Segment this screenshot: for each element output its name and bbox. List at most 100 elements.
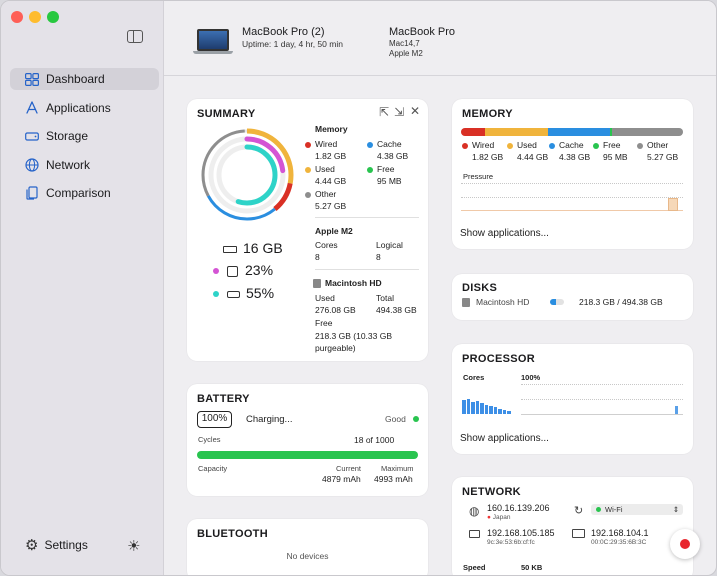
bluetooth-empty-text: No devices (286, 551, 329, 561)
memory-bar-segment-other (611, 128, 683, 136)
speed-label: Speed (463, 563, 486, 572)
interface-select[interactable]: Wi-Fi ⇕ (591, 504, 683, 515)
core-load-bar (498, 409, 502, 414)
record-button[interactable] (670, 529, 700, 559)
location-pin-icon: ● (487, 514, 491, 521)
memory-legend-value: 5.27 GB (647, 152, 679, 162)
usage-chart-label: 100% (521, 373, 541, 382)
memory-legend-label: Other (647, 140, 669, 150)
battery-health: Good (385, 414, 406, 424)
sidebar-item-label: Storage (46, 129, 89, 143)
memory-legend-other: Other (637, 140, 668, 150)
network-globe-icon (24, 157, 40, 172)
core-load-bar (484, 405, 488, 414)
network-card: NETWORK ◍ 160.16.139.206 ● Japan ↻ Wi-Fi… (452, 477, 693, 575)
sidebar-item-label: Network (46, 157, 91, 172)
disk-used-label: Used (315, 293, 335, 303)
sidebar-item-dashboard[interactable]: Dashboard (10, 68, 159, 90)
laptop-icon (193, 29, 233, 55)
processor-card: PROCESSOR Cores 100% Show applications..… (452, 344, 693, 454)
health-status-dot (413, 416, 419, 422)
model-name: MacBook Pro (389, 26, 456, 38)
wired-dot (305, 141, 311, 148)
current-value: 4879 mAh (322, 474, 361, 484)
settings-button[interactable]: ⚙ Settings (25, 536, 88, 554)
minimize-window-button[interactable] (29, 11, 41, 23)
bluetooth-card: BLUETOOTH No devices (187, 519, 428, 575)
cache-dot (367, 141, 373, 148)
collapse-icon[interactable]: ⇱ (379, 105, 390, 119)
cpu-chip-icon (227, 265, 238, 277)
legend-other-value: 5.27 GB (315, 201, 347, 211)
sidebar-toggle-icon[interactable] (127, 30, 143, 43)
legend-cache-label: Cache (377, 139, 402, 149)
gear-icon: ⚙ (25, 536, 39, 554)
disk-name-row: Macintosh HD (462, 297, 529, 308)
battery-icon: 100% (197, 411, 232, 428)
disks-title: DISKS (462, 282, 498, 294)
legend-free-label: Free (377, 164, 395, 174)
expand-icon[interactable]: ⇲ (394, 105, 405, 119)
refresh-icon[interactable]: ↻ (574, 504, 584, 517)
legend-cache: Cache (367, 139, 402, 149)
disks-card: DISKS Macintosh HD 218.3 GB / 494.38 GB (452, 274, 693, 320)
cores-value: 8 (315, 252, 320, 262)
memory-bar-segment-free (609, 128, 612, 136)
disk-percent-row: 55% (213, 285, 274, 301)
disk-free-value: 218.3 GB (10.33 GB purgeable) (315, 331, 393, 353)
network-title: NETWORK (462, 486, 521, 498)
hard-drive-icon (313, 279, 321, 289)
memory-legend-free: Free (593, 140, 620, 150)
battery-card: BATTERY 100% Charging... Good Cycles 18 … (187, 384, 428, 496)
memory-bar-segment-used (485, 128, 548, 136)
ring-cpu (208, 136, 286, 214)
core-load-bar (475, 401, 479, 414)
legend-wired-label: Wired (315, 139, 338, 149)
memory-show-applications-link[interactable]: Show applications... (460, 228, 549, 239)
legend-wired: Wired (305, 139, 337, 149)
core-load-bar (489, 406, 493, 414)
theme-toggle-icon[interactable]: ☀ (127, 537, 141, 555)
disk-heading-row: Macintosh HD (313, 278, 382, 289)
battery-charge-fill (197, 451, 418, 459)
sidebar-item-storage[interactable]: Storage (10, 125, 159, 147)
ram-total: 16 GB (243, 240, 283, 256)
free-dot (593, 142, 599, 149)
sidebar-item-applications[interactable]: Applications (10, 97, 159, 119)
current-label: Current (336, 464, 362, 473)
globe-icon: ◍ (469, 504, 480, 518)
sidebar-item-comparison[interactable]: Comparison (10, 182, 159, 204)
processor-show-applications-link[interactable]: Show applications... (460, 433, 549, 444)
bluetooth-title: BLUETOOTH (197, 528, 268, 540)
pressure-gridline (461, 183, 683, 184)
chevron-updown-icon: ⇕ (672, 505, 679, 514)
other-dot (637, 142, 643, 149)
connected-dot (596, 507, 601, 512)
cores-label: Cores (315, 240, 338, 250)
close-icon[interactable]: ✕ (410, 104, 421, 118)
cycles-value: 18 of 1000 (354, 435, 395, 445)
cpu-percent-row: 23% (213, 262, 273, 278)
memory-heading: Memory (315, 124, 348, 134)
legend-other: Other (305, 189, 336, 199)
interface-name: Wi-Fi (605, 505, 623, 514)
sidebar-nav: Dashboard Applications Storage Network (10, 68, 159, 211)
cores-chart-label: Cores (463, 373, 485, 382)
summary-card: SUMMARY ⇱ ⇲ ✕ 16 GB 23% 55% Memory Wired… (187, 99, 428, 361)
core-load-bars (462, 394, 514, 414)
core-load-bar (466, 399, 470, 414)
memory-legend-value: 4.38 GB (559, 152, 591, 162)
battery-percent: 100% (201, 413, 228, 424)
cache-dot (549, 142, 555, 149)
sidebar-item-network[interactable]: Network (10, 154, 159, 176)
pressure-baseline (461, 210, 683, 211)
disk-drive-icon (227, 290, 240, 298)
memory-legend-value: 4.44 GB (517, 152, 549, 162)
close-window-button[interactable] (11, 11, 23, 23)
core-load-bar (480, 403, 484, 414)
memory-legend-value: 95 MB (603, 152, 628, 162)
battery-status: Charging... (246, 414, 293, 425)
memory-legend-cache: Cache (549, 140, 584, 150)
zoom-window-button[interactable] (47, 11, 59, 23)
memory-usage-bar (461, 128, 683, 136)
